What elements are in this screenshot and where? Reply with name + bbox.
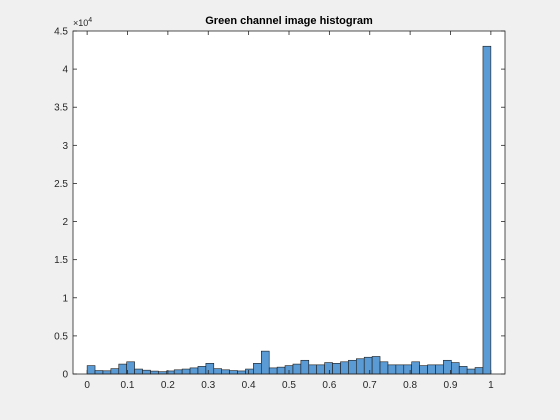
histogram-bar bbox=[268, 367, 278, 375]
y-exponent-base: ×10 bbox=[73, 18, 88, 28]
histogram-bar bbox=[316, 364, 325, 375]
y-tick-label: 2.5 bbox=[54, 179, 68, 190]
histogram-bar bbox=[371, 356, 381, 375]
histogram-bar bbox=[324, 362, 333, 375]
histogram-bar bbox=[395, 364, 405, 375]
x-tick-label: 0.8 bbox=[403, 380, 417, 391]
histogram-bar bbox=[118, 363, 127, 375]
histogram-bar bbox=[474, 367, 484, 375]
x-tick-label: 0.6 bbox=[322, 380, 336, 391]
y-tick-label: 0.5 bbox=[54, 331, 68, 342]
x-tick-label: 1 bbox=[488, 380, 494, 391]
histogram-bar bbox=[419, 365, 428, 375]
histogram-bar bbox=[292, 363, 302, 375]
histogram-bar bbox=[348, 359, 357, 375]
histogram-bar bbox=[229, 370, 238, 375]
histogram-bar bbox=[221, 369, 230, 375]
y-tick-label: 3 bbox=[62, 141, 68, 152]
x-tick-label: 0.9 bbox=[444, 380, 458, 391]
histogram-bars bbox=[86, 45, 492, 375]
histogram-bar bbox=[237, 370, 246, 375]
histogram-bar bbox=[411, 361, 420, 375]
y-tick-label: 1.5 bbox=[54, 255, 68, 266]
x-tick-label: 0.2 bbox=[161, 380, 175, 391]
histogram-bar bbox=[142, 369, 151, 375]
histogram-bar bbox=[482, 45, 492, 375]
y-tick-label: 4 bbox=[62, 65, 68, 76]
x-axis-ticks: 0 0.1 0.2 0.3 0.4 0.5 0.6 0.7 0.8 0.9 1 bbox=[84, 31, 494, 391]
histogram-bar bbox=[94, 370, 104, 375]
histogram-bar bbox=[340, 361, 349, 375]
histogram-bar bbox=[102, 370, 112, 375]
histogram-bar bbox=[300, 359, 310, 375]
histogram-bar bbox=[308, 364, 317, 375]
chart-title: Green channel image histogram bbox=[205, 15, 373, 27]
histogram-bar bbox=[150, 370, 159, 375]
histogram-bar bbox=[355, 358, 365, 375]
y-tick-label: 3.5 bbox=[54, 103, 68, 114]
histogram-bar bbox=[205, 363, 215, 375]
histogram-bar bbox=[86, 365, 96, 375]
histogram-bar bbox=[189, 367, 199, 375]
y-exponent-power: 4 bbox=[88, 17, 92, 24]
histogram-bar bbox=[213, 368, 222, 375]
histogram-bar bbox=[181, 368, 191, 375]
histogram-bar bbox=[253, 363, 262, 375]
histogram-bar bbox=[450, 362, 460, 375]
histogram-bar bbox=[363, 356, 373, 375]
histogram-bar bbox=[379, 361, 389, 375]
histogram-bar bbox=[332, 363, 341, 375]
histogram-bar bbox=[110, 368, 120, 375]
histogram-bar bbox=[427, 364, 436, 375]
y-tick-label: 1 bbox=[62, 293, 68, 304]
histogram-bar bbox=[276, 366, 286, 375]
y-tick-label: 4.5 bbox=[54, 27, 68, 38]
histogram-bar bbox=[458, 366, 468, 375]
histogram-bar bbox=[435, 364, 444, 375]
histogram-bar bbox=[173, 369, 183, 375]
histogram-bar bbox=[245, 368, 254, 375]
y-axis-exponent-label: ×104 bbox=[73, 17, 92, 28]
histogram-bar bbox=[387, 364, 397, 375]
y-axis-ticks: 0 0.5 1 1.5 2 2.5 3 3.5 4 4.5 bbox=[54, 27, 505, 381]
y-tick-label: 2 bbox=[62, 217, 68, 228]
histogram-bar bbox=[260, 350, 270, 375]
x-tick-label: 0.5 bbox=[282, 380, 296, 391]
x-tick-label: 0.4 bbox=[242, 380, 256, 391]
axes-background bbox=[73, 31, 505, 374]
x-tick-label: 0.1 bbox=[121, 380, 135, 391]
x-tick-label: 0 bbox=[84, 380, 90, 391]
x-tick-label: 0.3 bbox=[201, 380, 215, 391]
y-tick-label: 0 bbox=[62, 370, 68, 381]
x-tick-label: 0.7 bbox=[363, 380, 377, 391]
histogram-bar bbox=[197, 366, 207, 375]
histogram-bar bbox=[134, 368, 143, 375]
histogram-bar bbox=[466, 368, 476, 375]
